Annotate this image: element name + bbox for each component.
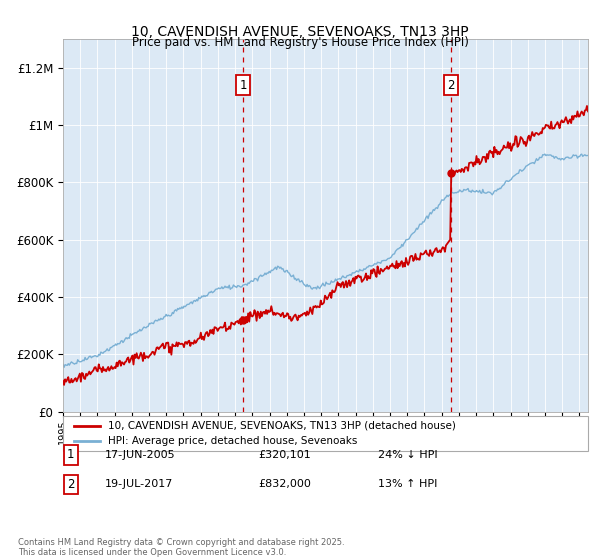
Text: Price paid vs. HM Land Registry's House Price Index (HPI): Price paid vs. HM Land Registry's House …	[131, 36, 469, 49]
Text: HPI: Average price, detached house, Sevenoaks: HPI: Average price, detached house, Seve…	[107, 436, 357, 446]
Text: 1: 1	[239, 78, 247, 91]
Text: 10, CAVENDISH AVENUE, SEVENOAKS, TN13 3HP: 10, CAVENDISH AVENUE, SEVENOAKS, TN13 3H…	[131, 25, 469, 39]
Text: 13% ↑ HPI: 13% ↑ HPI	[378, 479, 437, 489]
Text: £832,000: £832,000	[258, 479, 311, 489]
Text: 10, CAVENDISH AVENUE, SEVENOAKS, TN13 3HP (detached house): 10, CAVENDISH AVENUE, SEVENOAKS, TN13 3H…	[107, 421, 455, 431]
Text: £320,101: £320,101	[258, 450, 311, 460]
Text: 19-JUL-2017: 19-JUL-2017	[105, 479, 173, 489]
Text: 1: 1	[67, 448, 74, 461]
Text: 17-JUN-2005: 17-JUN-2005	[105, 450, 176, 460]
Text: 24% ↓ HPI: 24% ↓ HPI	[378, 450, 437, 460]
Text: 2: 2	[67, 478, 74, 491]
FancyBboxPatch shape	[63, 416, 588, 451]
Text: Contains HM Land Registry data © Crown copyright and database right 2025.
This d: Contains HM Land Registry data © Crown c…	[18, 538, 344, 557]
Text: 2: 2	[447, 78, 455, 91]
